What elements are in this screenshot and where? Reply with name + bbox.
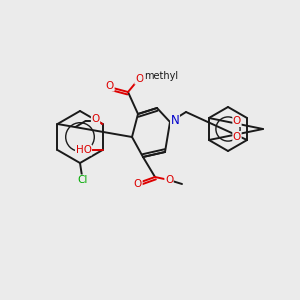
Text: O: O — [135, 74, 143, 84]
Text: HO: HO — [76, 145, 91, 155]
Text: O: O — [134, 179, 142, 189]
Text: O: O — [233, 116, 241, 127]
Text: O: O — [233, 131, 241, 142]
Text: methyl: methyl — [144, 71, 178, 81]
Text: O: O — [92, 114, 100, 124]
Text: Cl: Cl — [78, 175, 88, 185]
Text: O: O — [165, 175, 173, 185]
Text: O: O — [106, 81, 114, 91]
Text: N: N — [171, 115, 179, 128]
